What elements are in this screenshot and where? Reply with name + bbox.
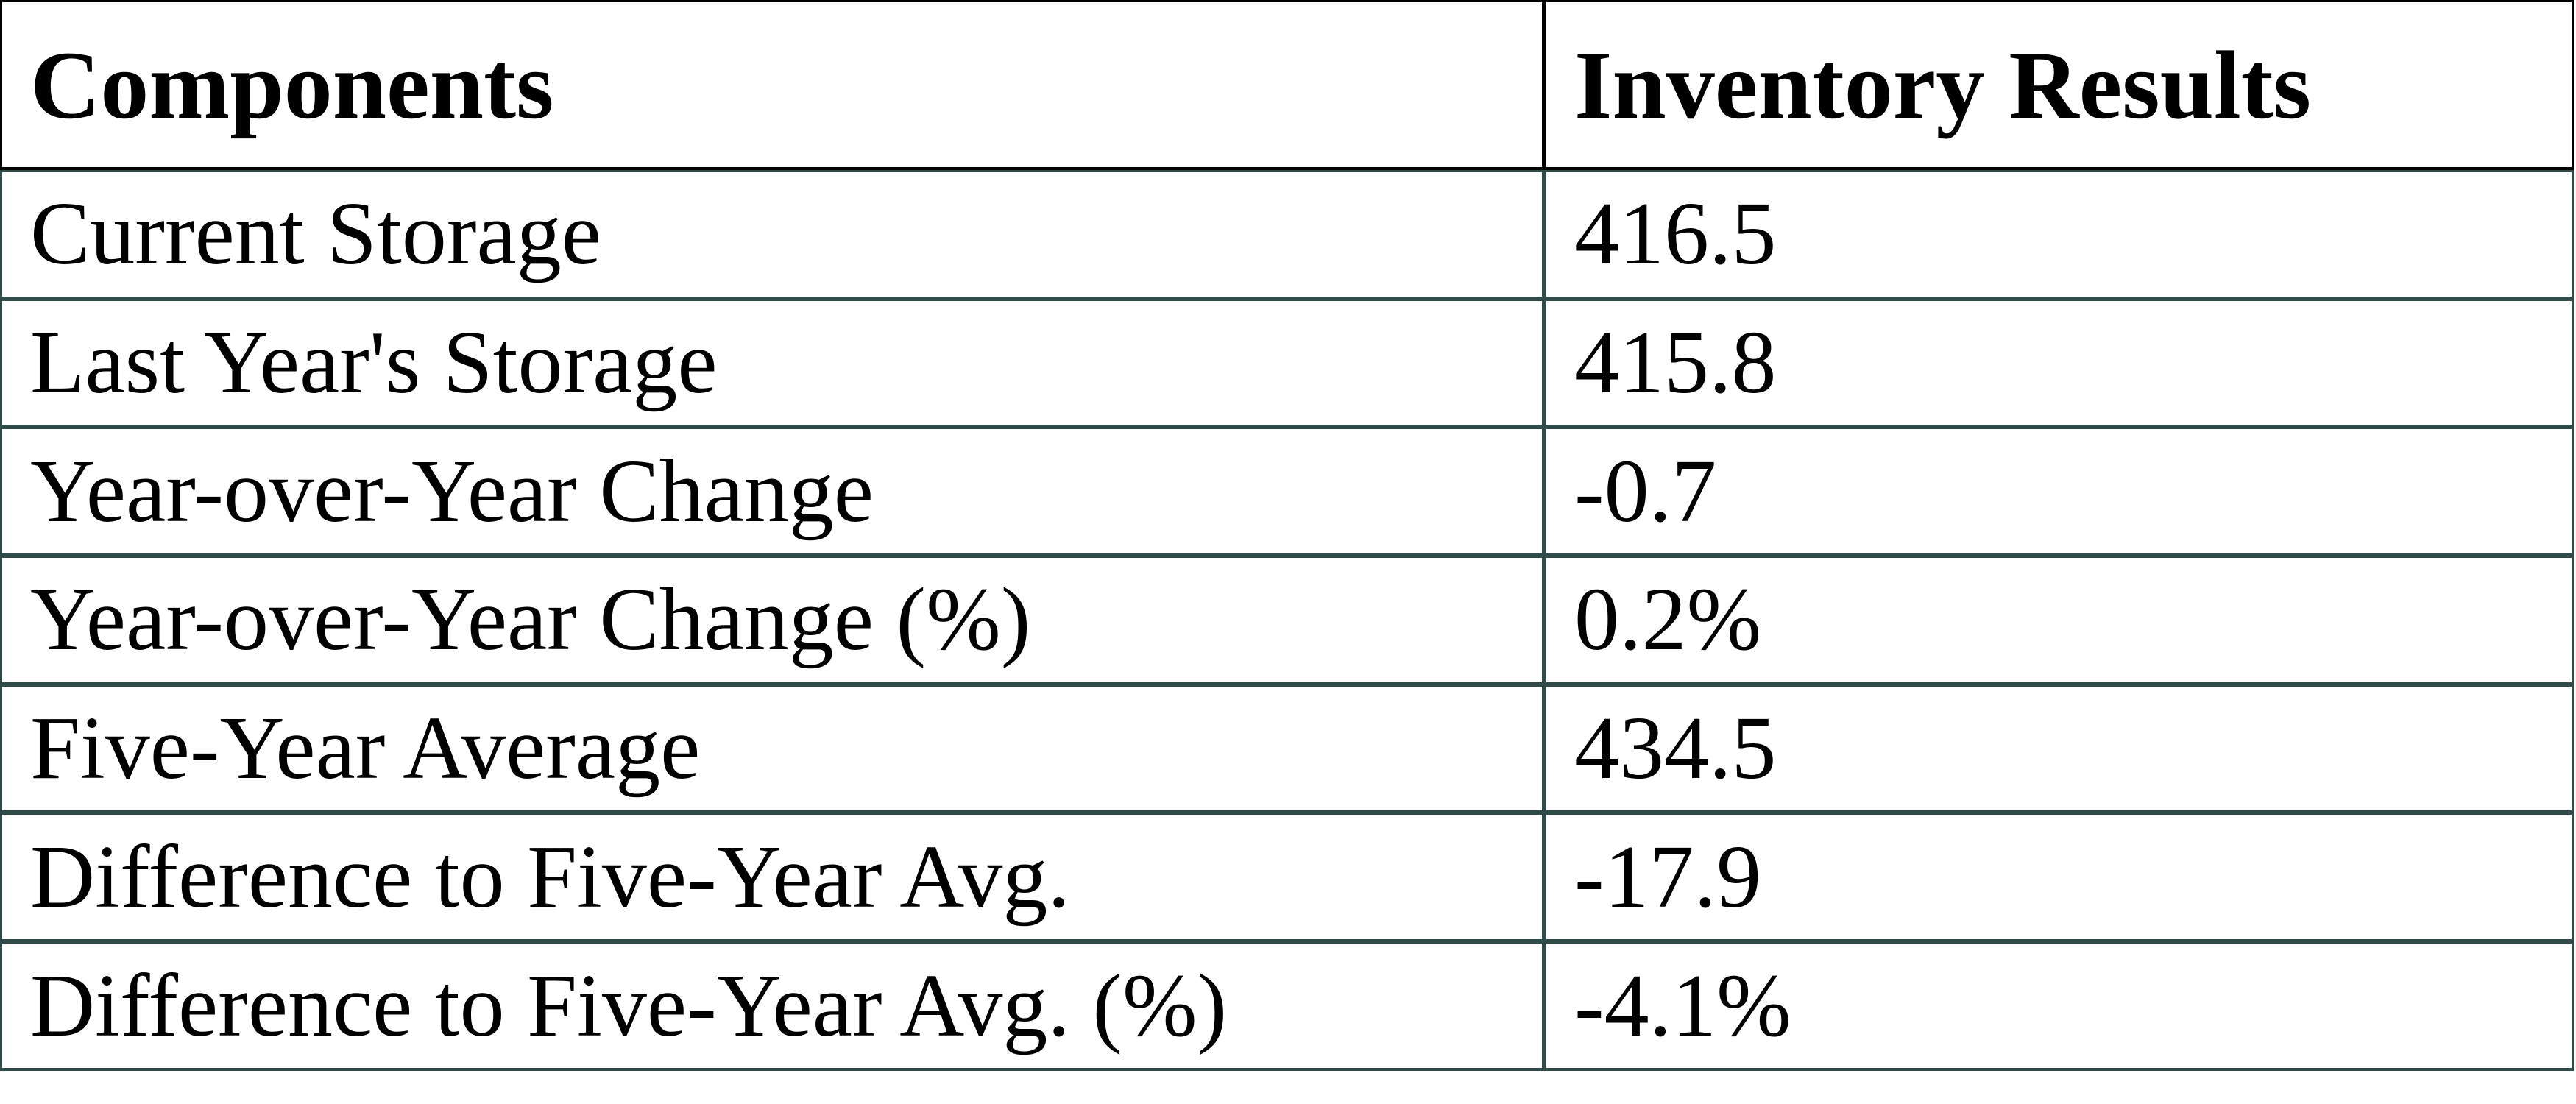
row-value-cell: -4.1%: [1544, 941, 2574, 1071]
table-row: Current Storage 416.5: [0, 170, 2574, 299]
header-row: Components Inventory Results: [0, 0, 2574, 170]
table-row: Last Year's Storage 415.8: [0, 298, 2574, 428]
inventory-table: Components Inventory Results Current Sto…: [0, 0, 2574, 1071]
row-label-cell: Current Storage: [0, 170, 1544, 299]
row-label-cell: Five-Year Average: [0, 684, 1544, 813]
row-value-cell: -17.9: [1544, 813, 2574, 942]
row-value-cell: -0.7: [1544, 427, 2574, 556]
table-row: Year-over-Year Change (%) 0.2%: [0, 556, 2574, 684]
row-value-cell: 434.5: [1544, 684, 2574, 813]
row-label-cell: Difference to Five-Year Avg.: [0, 813, 1544, 942]
column-header-inventory-results: Inventory Results: [1544, 0, 2574, 170]
table-row: Difference to Five-Year Avg. (%) -4.1%: [0, 941, 2574, 1071]
row-label-cell: Difference to Five-Year Avg. (%): [0, 941, 1544, 1071]
row-value-cell: 0.2%: [1544, 556, 2574, 684]
table-row: Five-Year Average 434.5: [0, 684, 2574, 813]
table-row: Difference to Five-Year Avg. -17.9: [0, 813, 2574, 942]
row-value-cell: 416.5: [1544, 170, 2574, 299]
row-label-cell: Year-over-Year Change: [0, 427, 1544, 556]
column-header-components: Components: [0, 0, 1544, 170]
row-value-cell: 415.8: [1544, 298, 2574, 428]
table-row: Year-over-Year Change -0.7: [0, 427, 2574, 556]
row-label-cell: Last Year's Storage: [0, 298, 1544, 428]
row-label-cell: Year-over-Year Change (%): [0, 556, 1544, 684]
